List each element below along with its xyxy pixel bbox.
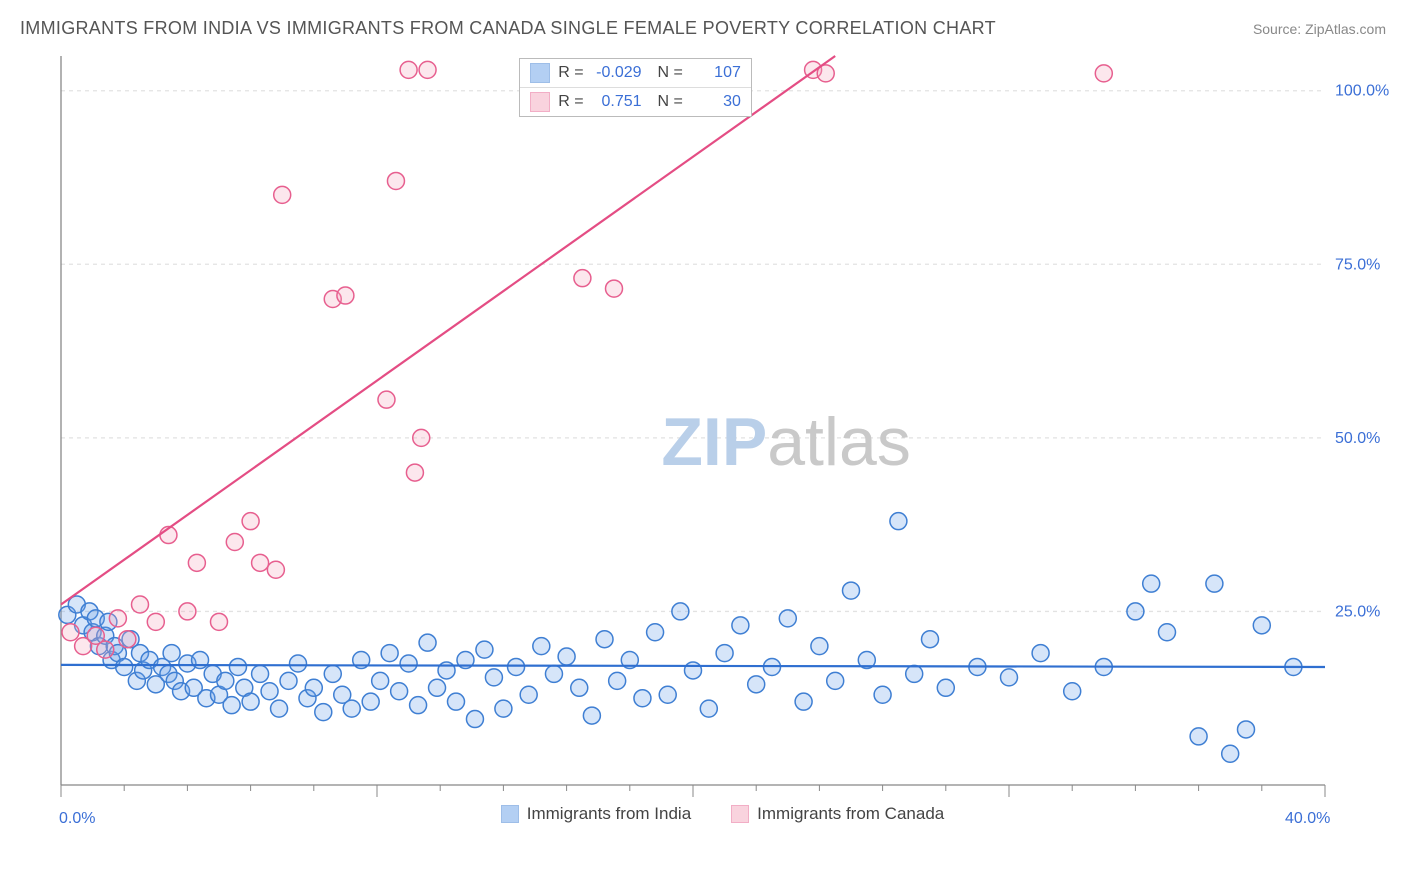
svg-text:50.0%: 50.0%	[1335, 430, 1380, 447]
scatter-chart: 25.0% 50.0% 75.0% 100.0%	[55, 50, 1390, 840]
x-axis-label-max: 40.0%	[1285, 810, 1330, 828]
correlation-stat-box: R = -0.029 N = 107 R = 0.751 N = 30	[519, 58, 752, 117]
plot-area: 25.0%50.0%75.0%100.0% ZIPatlas R =-0.029…	[55, 50, 1390, 840]
stat-n-label: N =	[658, 93, 683, 111]
chart-title: IMMIGRANTS FROM INDIA VS IMMIGRANTS FROM…	[20, 18, 996, 39]
legend-label: Immigrants from Canada	[757, 804, 944, 824]
svg-text:25.0%: 25.0%	[1335, 603, 1380, 620]
legend-swatch	[501, 805, 519, 823]
stat-row: R = 0.751 N = 30	[520, 88, 751, 116]
stat-row: R = -0.029 N = 107	[520, 59, 751, 88]
legend-item: Immigrants from India	[501, 804, 691, 824]
legend: Immigrants from India Immigrants from Can…	[55, 804, 1390, 824]
stat-r-value: 0.751	[592, 93, 642, 111]
svg-text:75.0%: 75.0%	[1335, 256, 1380, 273]
stat-r-label: R =	[558, 64, 583, 82]
legend-item: Immigrants from Canada	[731, 804, 944, 824]
legend-swatch	[731, 805, 749, 823]
svg-text:100.0%: 100.0%	[1335, 83, 1389, 100]
header-row: IMMIGRANTS FROM INDIA VS IMMIGRANTS FROM…	[20, 18, 1386, 39]
stat-r-value: -0.029	[592, 64, 642, 82]
stat-r-label: R =	[558, 93, 583, 111]
source-label: Source: ZipAtlas.com	[1253, 21, 1386, 37]
legend-label: Immigrants from India	[527, 804, 691, 824]
legend-swatch	[530, 92, 550, 112]
stat-n-value: 107	[691, 64, 741, 82]
stat-n-value: 30	[691, 93, 741, 111]
stat-n-label: N =	[658, 64, 683, 82]
x-axis-label-min: 0.0%	[59, 810, 95, 828]
legend-swatch	[530, 63, 550, 83]
